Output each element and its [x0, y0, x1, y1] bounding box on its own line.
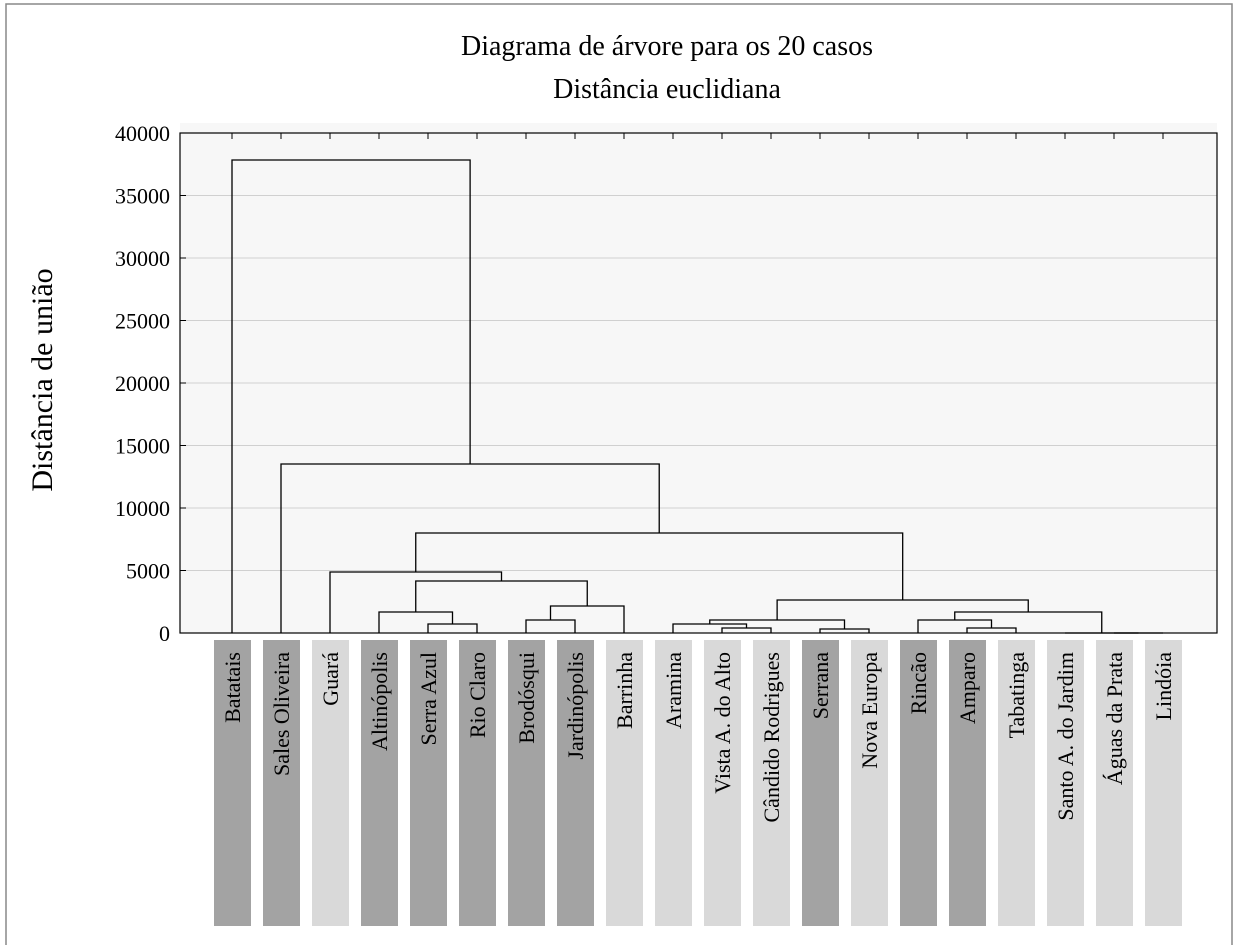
leaf-label: Jardinópolis — [563, 652, 588, 760]
leaf-label: Serrana — [808, 652, 833, 719]
leaf-label: Amparo — [955, 652, 980, 724]
leaf-box — [1047, 640, 1084, 926]
leaf-box — [508, 640, 545, 926]
leaf-box — [312, 640, 349, 926]
leaf-box — [753, 640, 790, 926]
leaf-label: Serra Azul — [416, 652, 441, 745]
leaf-box — [459, 640, 496, 926]
y-tick-label: 35000 — [115, 184, 170, 209]
plot-area — [180, 123, 1217, 633]
leaf-label: Batatais — [220, 652, 245, 723]
y-tick-label: 20000 — [115, 371, 170, 396]
leaf-label: Lindóia — [1151, 652, 1176, 721]
dendrogram-link — [231, 159, 471, 633]
leaf-label: Barrinha — [612, 652, 637, 729]
leaf-label: Santo A. do Jardim — [1053, 652, 1078, 821]
leaf-box — [998, 640, 1035, 926]
y-tick-label: 0 — [159, 621, 170, 646]
leaf-box — [900, 640, 937, 926]
leaf-label: Sales Oliveira — [269, 652, 294, 776]
leaf-label: Guará — [318, 652, 343, 706]
leaf-label: Altinópolis — [367, 652, 392, 751]
leaf-box — [949, 640, 986, 926]
leaf-box — [851, 640, 888, 926]
leaf-box — [263, 640, 300, 926]
plot-border — [179, 132, 1218, 634]
y-tick-label: 15000 — [115, 434, 170, 459]
y-tick-label: 40000 — [115, 121, 170, 146]
leaf-box — [704, 640, 741, 926]
leaf-box — [1096, 640, 1133, 926]
leaf-label: Rio Claro — [465, 652, 490, 738]
leaf-box — [214, 640, 251, 926]
chart-title: Diagrama de árvore para os 20 casos — [461, 31, 873, 62]
leaf-label: Águas da Prata — [1102, 652, 1127, 785]
leaf-box — [1145, 640, 1182, 926]
y-axis-label: Distância de união — [26, 268, 59, 491]
leaf-label: Rincão — [906, 652, 931, 714]
leaf-label: Aramina — [661, 652, 686, 729]
frame — [5, 3, 1233, 945]
leaf-label: Cândido Rodrigues — [759, 652, 784, 823]
y-tick-label: 5000 — [126, 559, 170, 584]
leaf-label: Tabatinga — [1004, 652, 1029, 739]
leaf-label: Brodósqui — [514, 652, 539, 744]
y-tick-label: 25000 — [115, 309, 170, 334]
leaf-box — [361, 640, 398, 926]
leaf-label: Nova Europa — [857, 652, 882, 769]
leaf-box — [655, 640, 692, 926]
leaf-box — [557, 640, 594, 926]
leaf-label: Vista A. do Alto — [710, 652, 735, 794]
y-tick-label: 30000 — [115, 246, 170, 271]
y-tick-label: 10000 — [115, 496, 170, 521]
chart-subtitle: Distância euclidiana — [553, 74, 781, 105]
leaf-box — [410, 640, 447, 926]
leaf-box — [802, 640, 839, 926]
leaf-box — [606, 640, 643, 926]
